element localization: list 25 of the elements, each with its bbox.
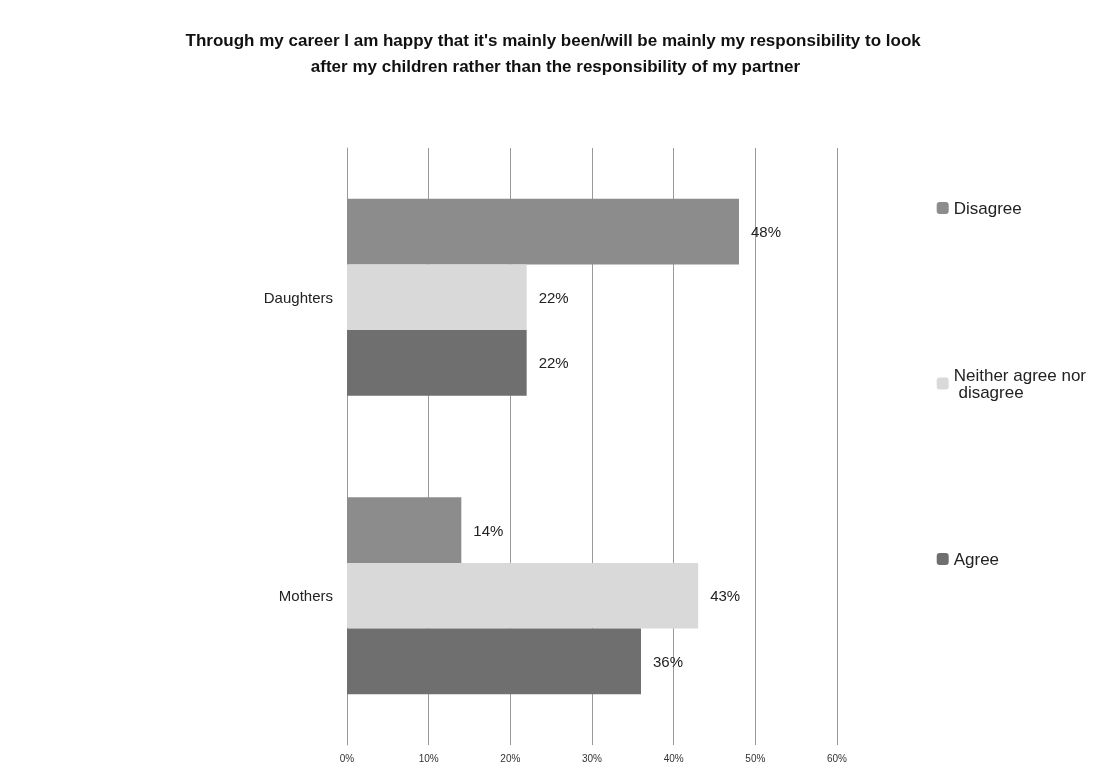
x-tick-label: 60% bbox=[826, 752, 848, 764]
y-tick-label: Mothers bbox=[278, 587, 333, 605]
data-label: 22% bbox=[538, 288, 569, 306]
bar bbox=[347, 497, 462, 563]
data-label: 22% bbox=[538, 354, 569, 372]
legend-label: Disagree bbox=[953, 198, 1022, 218]
bar bbox=[347, 198, 739, 265]
legend-label: Neither agree nor disagree bbox=[953, 365, 1087, 402]
bar bbox=[347, 264, 527, 331]
x-tick-label: 10% bbox=[418, 752, 439, 764]
bar bbox=[347, 562, 699, 629]
data-label: 43% bbox=[710, 587, 741, 605]
x-tick-label: 0% bbox=[339, 752, 355, 764]
x-tick-label: 40% bbox=[663, 752, 684, 764]
x-tick-label: 20% bbox=[500, 752, 521, 764]
bar bbox=[347, 330, 527, 396]
legend-label: Agree bbox=[953, 549, 1000, 569]
data-label: 14% bbox=[473, 521, 504, 539]
chart-title: Through my career I am happy that it's mainly been/will be mainly my responsibility to look after my children rather than the responsibility of my partner bbox=[185, 30, 926, 76]
data-label: 36% bbox=[653, 652, 684, 670]
bar bbox=[347, 628, 641, 695]
x-tick-label: 30% bbox=[581, 752, 603, 764]
x-tick-label: 50% bbox=[745, 752, 766, 764]
y-tick-label: Daughters bbox=[263, 288, 333, 306]
data-label: 48% bbox=[751, 223, 782, 241]
